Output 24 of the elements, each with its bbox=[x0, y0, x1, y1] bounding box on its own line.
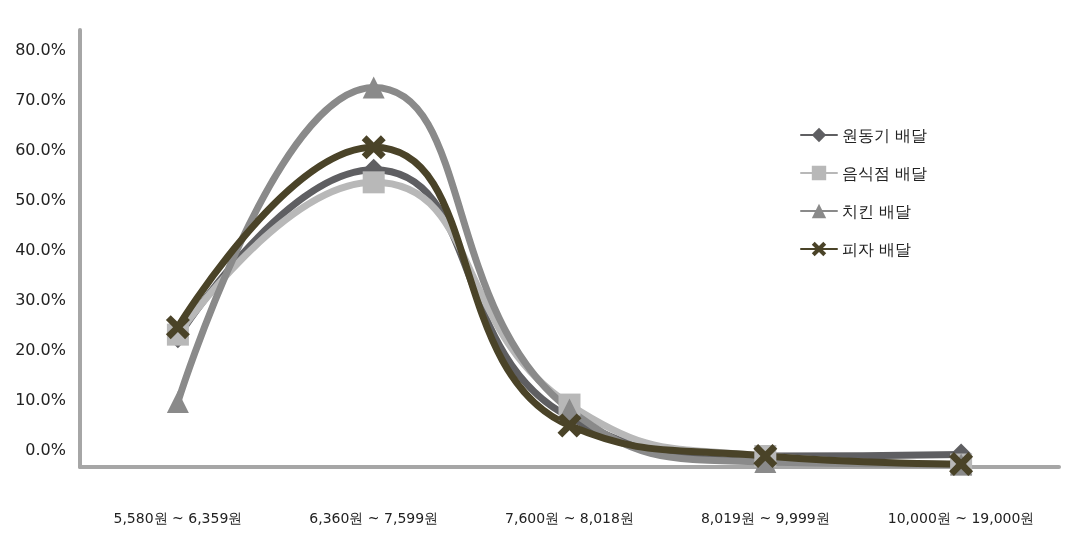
y-tick-label: 50.0% bbox=[15, 190, 66, 210]
point bbox=[362, 171, 385, 194]
point bbox=[361, 135, 386, 160]
y-tick-label: 80.0% bbox=[15, 40, 66, 60]
x-tick-label: 7,600원 ~ 8,018원 bbox=[505, 510, 634, 526]
y-tick-label: 20.0% bbox=[15, 340, 66, 360]
y-tick-label: 0.0% bbox=[25, 440, 66, 460]
y-tick-label: 30.0% bbox=[15, 290, 66, 310]
x-tick-label: 8,019원 ~ 9,999원 bbox=[700, 510, 830, 526]
legend-label: 치킨 배달 bbox=[842, 201, 912, 221]
legend-label: 음식점 배달 bbox=[842, 163, 928, 183]
y-tick-label: 40.0% bbox=[15, 240, 66, 260]
x-tick-label: 5,580원 ~ 6,359원 bbox=[113, 510, 243, 526]
y-tick-label: 10.0% bbox=[15, 390, 66, 410]
point bbox=[362, 76, 385, 99]
point bbox=[166, 391, 189, 414]
x-tick-label: 10,000원 ~ 19,000원 bbox=[887, 510, 1035, 526]
legend-label: 원동기 배달 bbox=[842, 125, 928, 145]
y-tick-label: 70.0% bbox=[15, 90, 66, 110]
point bbox=[557, 413, 582, 438]
x-tick-label: 6,360원 ~ 7,599원 bbox=[309, 510, 439, 526]
y-tick-label: 60.0% bbox=[15, 140, 66, 160]
legend-label: 피자 배달 bbox=[842, 239, 912, 259]
point bbox=[165, 315, 190, 340]
